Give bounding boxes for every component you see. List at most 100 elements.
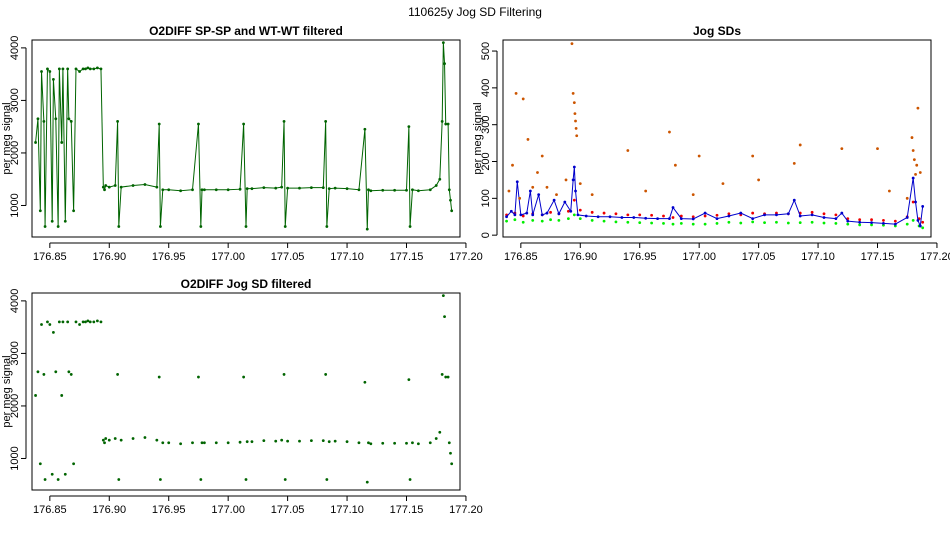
x-tick-label: 177.15 <box>390 504 424 516</box>
data-point <box>191 188 194 192</box>
data-point <box>573 112 577 116</box>
data-point <box>590 210 594 214</box>
x-tick-label: 177.00 <box>211 504 245 516</box>
data-point <box>822 212 826 216</box>
data-point <box>113 437 117 440</box>
data-point <box>540 219 544 223</box>
y-tick-label: 1000 <box>9 193 21 217</box>
data-point <box>671 222 675 226</box>
data-point <box>298 439 301 443</box>
data-point <box>199 225 203 228</box>
data-point <box>563 200 567 204</box>
data-point <box>751 217 755 220</box>
data-point <box>86 319 90 323</box>
data-point <box>214 441 218 445</box>
data-point <box>505 219 508 223</box>
data-point <box>46 67 49 71</box>
data-point <box>566 217 570 220</box>
data-point <box>763 213 766 217</box>
data-point <box>775 220 778 224</box>
data-point <box>673 163 677 167</box>
data-point <box>282 120 286 123</box>
data-point <box>242 375 246 379</box>
data-point <box>69 373 73 376</box>
data-point <box>117 478 121 481</box>
data-point <box>910 136 914 139</box>
x-tick-label: 177.05 <box>742 251 776 263</box>
y-tick-label: 1000 <box>9 446 21 470</box>
data-point <box>407 378 411 382</box>
data-point <box>86 66 90 70</box>
data-point <box>238 440 242 444</box>
data-point <box>60 394 64 397</box>
data-point <box>450 209 454 213</box>
data-point <box>262 439 266 443</box>
data-point <box>786 212 790 216</box>
data-point <box>393 188 397 192</box>
data-point <box>846 217 850 220</box>
x-tick-label: 176.85 <box>33 251 67 263</box>
data-point <box>876 147 879 151</box>
data-point <box>691 217 695 221</box>
plot-frame <box>31 292 461 491</box>
data-point <box>447 441 451 445</box>
data-point <box>282 373 286 376</box>
data-point <box>283 225 287 228</box>
data-point <box>810 213 814 217</box>
data-point <box>56 478 60 481</box>
data-point <box>244 225 248 228</box>
data-point <box>602 219 606 223</box>
data-point <box>250 187 254 191</box>
data-point <box>444 122 448 126</box>
data-point <box>367 441 370 445</box>
data-point <box>43 225 47 228</box>
data-point <box>834 217 838 220</box>
x-tick-label: 177.00 <box>682 251 716 263</box>
data-point <box>119 438 123 442</box>
data-point <box>363 380 367 384</box>
data-point <box>34 141 37 144</box>
data-point <box>167 441 171 445</box>
chart-title: O2DIFF Jog SD filtered <box>181 277 312 291</box>
data-point <box>226 441 230 445</box>
data-point <box>95 66 99 70</box>
data-point <box>327 187 331 191</box>
data-point <box>161 441 165 445</box>
data-point <box>858 218 862 222</box>
data-point <box>914 200 917 204</box>
data-point <box>50 219 54 223</box>
data-point <box>679 217 683 220</box>
data-point <box>596 215 600 219</box>
data-point <box>703 211 707 215</box>
data-point <box>775 213 778 217</box>
data-point <box>52 331 55 334</box>
data-point <box>363 127 367 131</box>
data-point <box>408 225 412 228</box>
data-point <box>511 163 514 167</box>
data-point <box>333 439 337 443</box>
data-point <box>245 187 249 191</box>
data-point <box>893 222 897 226</box>
data-point <box>572 213 576 217</box>
data-point <box>40 323 43 326</box>
data-point <box>668 217 671 220</box>
data-point <box>36 370 40 374</box>
data-point <box>57 320 61 324</box>
data-point <box>321 439 325 443</box>
y-tick-label: 2000 <box>9 141 21 165</box>
data-point <box>167 188 171 192</box>
data-point <box>792 161 796 165</box>
y-axis-label: per meg signal <box>472 102 484 174</box>
data-point <box>42 120 46 123</box>
data-point <box>81 320 85 324</box>
data-point <box>345 440 349 444</box>
data-point <box>309 186 313 190</box>
data-point <box>798 214 802 218</box>
data-point <box>574 119 577 123</box>
y-tick-label: 4000 <box>9 36 21 60</box>
data-point <box>792 198 796 202</box>
data-point <box>918 224 922 228</box>
data-point <box>161 188 165 192</box>
data-point <box>324 373 328 376</box>
